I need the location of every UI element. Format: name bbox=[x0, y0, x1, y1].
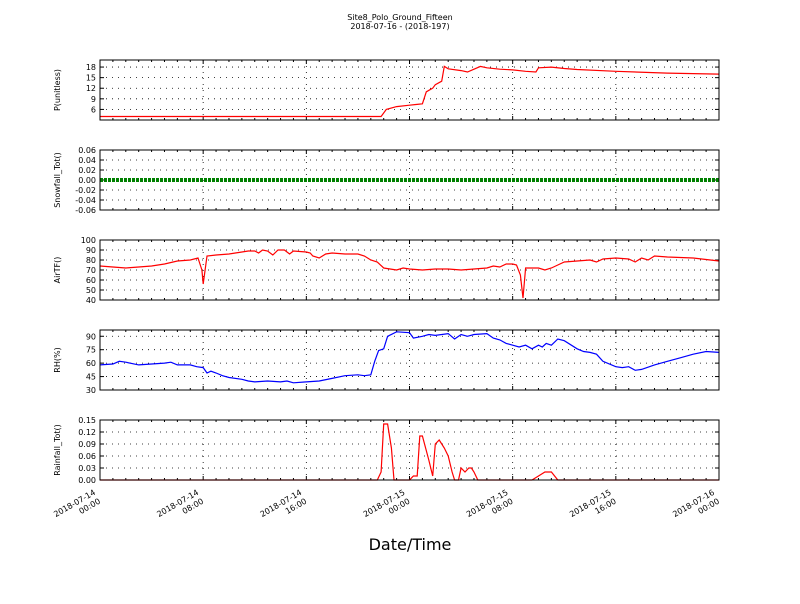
y-axis-label: Snowfall_Tot() bbox=[53, 152, 62, 208]
y-tick-label: 6 bbox=[91, 105, 96, 114]
y-tick-label: 0.09 bbox=[78, 440, 96, 449]
y-tick-label: 90 bbox=[86, 332, 96, 341]
y-tick-label: 40 bbox=[86, 296, 96, 305]
y-tick-label: 0.00 bbox=[78, 176, 96, 185]
panel-5: 0.00 0.03 0.06 0.09 0.12 0.15 Rainfall_Tot() bbox=[53, 416, 720, 485]
x-tick-label: 2018-07-1508:00 bbox=[465, 488, 515, 528]
y-tick-label: 60 bbox=[86, 359, 96, 368]
y-tick-label: 0.00 bbox=[78, 476, 96, 485]
y-tick-label: 45 bbox=[86, 373, 96, 382]
x-tick-labels: 2018-07-1400:00 2018-07-1408:00 2018-07-14… bbox=[52, 488, 721, 528]
y-tick-label: 50 bbox=[86, 286, 96, 295]
panel-2: -0.06-0.04-0.020.000.020.040.06 Snowfall_… bbox=[53, 146, 720, 215]
panel-4: 30 45 60 75 90 RH(%) bbox=[53, 329, 720, 395]
y-tick-label: 75 bbox=[86, 346, 96, 355]
y-tick-label: 0.04 bbox=[78, 156, 96, 165]
y-tick-label: -0.04 bbox=[75, 196, 96, 205]
y-tick-label: 0.12 bbox=[78, 428, 96, 437]
x-axis-label: Date/Time bbox=[369, 535, 452, 554]
y-tick-label: 0.06 bbox=[78, 452, 96, 461]
panels: 69121518P(unitless)-0.06-0.04-0.020.000.… bbox=[52, 59, 721, 528]
panel-frame bbox=[99, 149, 720, 211]
y-axis-label: P(unitless) bbox=[53, 69, 62, 111]
y-tick-label: 30 bbox=[86, 386, 96, 395]
y-tick-label: 15 bbox=[86, 74, 96, 83]
x-tick-label: 2018-07-1416:00 bbox=[259, 488, 309, 528]
y-tick-label: 0.02 bbox=[78, 166, 96, 175]
y-tick-label: 0.03 bbox=[78, 464, 96, 473]
y-tick-label: 100 bbox=[81, 236, 96, 245]
x-tick-label: 2018-07-1400:00 bbox=[52, 488, 102, 528]
y-tick-label: -0.02 bbox=[75, 186, 96, 195]
chart-subtitle: 2018-07-16 - (2018-197) bbox=[350, 22, 449, 31]
y-tick-label: 0.15 bbox=[78, 416, 96, 425]
y-tick-label: -0.06 bbox=[75, 206, 96, 215]
y-tick-label: 18 bbox=[86, 63, 96, 72]
y-axis-label: AirTF() bbox=[53, 257, 62, 284]
y-axis-label: RH(%) bbox=[53, 347, 62, 372]
panel-frame bbox=[99, 59, 720, 121]
y-tick-label: 70 bbox=[86, 266, 96, 275]
y-tick-label: 80 bbox=[86, 256, 96, 265]
y-tick-label: 90 bbox=[86, 246, 96, 255]
y-tick-label: 9 bbox=[91, 95, 96, 104]
panel-frame bbox=[99, 239, 720, 301]
x-tick-label: 2018-07-1600:00 bbox=[671, 488, 721, 528]
chart-title: Site8_Polo_Ground_Fifteen bbox=[347, 13, 452, 22]
y-tick-label: 60 bbox=[86, 276, 96, 285]
x-tick-label: 2018-07-1500:00 bbox=[362, 488, 412, 528]
panel-frame bbox=[99, 419, 720, 481]
y-tick-label: 0.06 bbox=[78, 146, 96, 155]
panel-frame bbox=[99, 329, 720, 391]
series-line bbox=[99, 249, 720, 299]
y-tick-label: 12 bbox=[86, 84, 96, 93]
x-tick-label: 2018-07-1408:00 bbox=[155, 488, 205, 528]
series-line bbox=[100, 65, 720, 118]
y-axis-label: Rainfall_Tot() bbox=[53, 424, 62, 476]
x-tick-label: 2018-07-1516:00 bbox=[568, 488, 618, 528]
series-line bbox=[99, 331, 720, 384]
